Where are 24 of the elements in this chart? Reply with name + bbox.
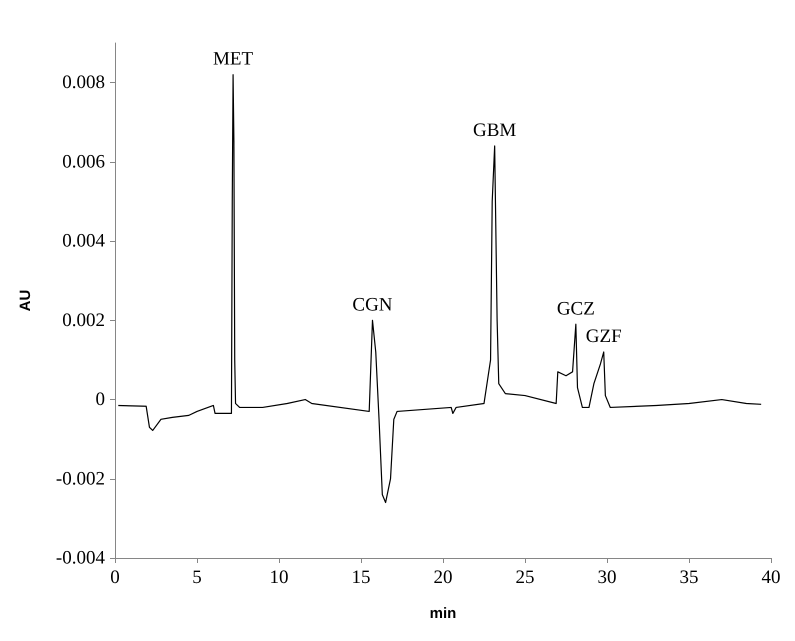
- annotation: CGN: [352, 294, 393, 316]
- x-axis-title: min: [430, 605, 456, 622]
- annotation: MET: [213, 48, 254, 70]
- annotation: GZF: [586, 326, 622, 347]
- x-tick-label: 35: [680, 567, 698, 588]
- x-tick-label: 20: [434, 567, 452, 588]
- x-tick-label: 0: [110, 567, 120, 588]
- y-tick-label: 0.006: [62, 151, 105, 172]
- annotation: GCZ: [556, 298, 595, 320]
- y-tick-label: 0.008: [62, 72, 105, 94]
- annotation: GBM: [473, 120, 516, 141]
- x-tick-label: 10: [270, 567, 288, 588]
- x-tick-label: 15: [352, 567, 370, 588]
- y-tick-label: 0.002: [62, 310, 105, 331]
- y-tick-label: 0.004: [62, 230, 106, 252]
- x-tick-label: 30: [598, 567, 616, 588]
- x-tick-label: 5: [192, 567, 202, 588]
- x-tick-label: 40: [762, 567, 780, 588]
- y-tick-label: -0.002: [56, 468, 105, 490]
- line-series: [118, 74, 762, 504]
- y-tick-label: -0.004: [56, 548, 106, 568]
- x-tick-label: 25: [516, 567, 534, 588]
- y-tick-label: 0: [96, 389, 105, 410]
- y-axis-title: AU: [17, 290, 34, 312]
